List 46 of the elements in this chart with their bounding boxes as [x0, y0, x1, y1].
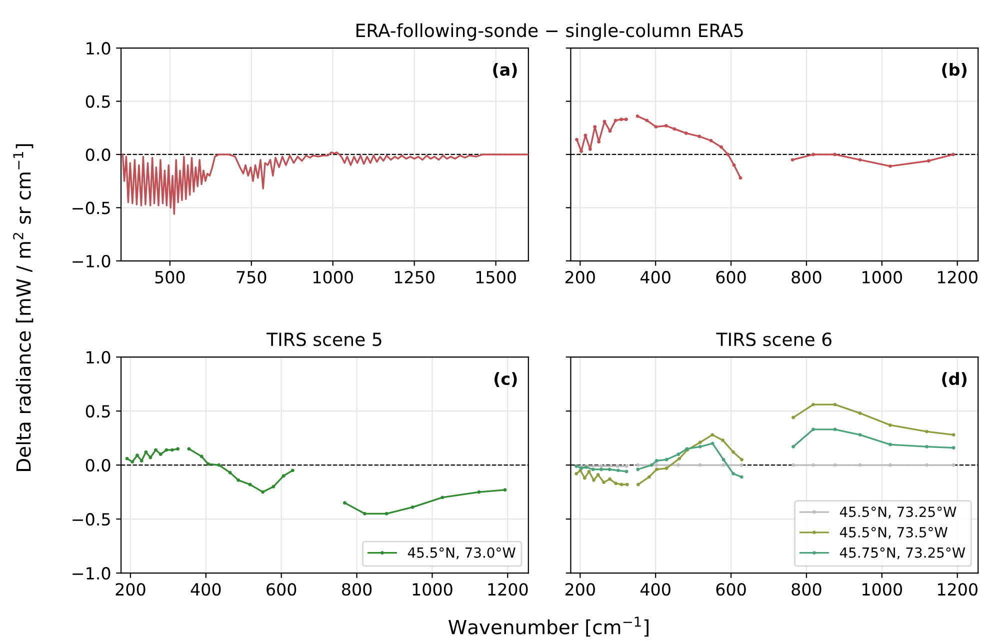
x-tick-label: 1000	[412, 583, 452, 596]
chart-title: TIRS scene 6	[716, 332, 832, 346]
x-tick-label: 500	[155, 270, 185, 284]
y-tick-label: 0.5	[86, 95, 110, 108]
y-tick-label: −0.5	[72, 513, 110, 526]
x-tick-label: 800	[792, 583, 822, 596]
y-tick-label: −0.5	[72, 202, 110, 214]
x-axis-title: Wavenumber [cm$^{−1}$]	[448, 616, 648, 637]
annotation: (d)	[942, 372, 966, 388]
legend-label: 45.5°N, 73.0°W	[408, 547, 516, 560]
x-tick-label: 800	[792, 270, 822, 284]
x-tick-label: 400	[640, 583, 670, 596]
y-tick-label: −1.0	[72, 567, 110, 580]
x-tick-label: 1500	[476, 270, 516, 284]
chart-title: TIRS scene 5	[266, 332, 382, 346]
x-tick-label: 1200	[488, 583, 528, 596]
x-tick-label: 400	[190, 583, 221, 596]
x-tick-label: 1200	[938, 270, 978, 284]
chart-title: ERA-following-sonde − single-column ERA5	[356, 23, 743, 41]
x-tick-label: 800	[342, 583, 372, 596]
y-tick-label: 0.5	[86, 405, 110, 418]
annotation: (b)	[942, 62, 966, 78]
legend-label: 45.5°N, 73.25°W	[840, 506, 956, 519]
x-tick-label: 200	[565, 583, 595, 596]
annotation: (c)	[494, 372, 517, 388]
x-tick-label: 1250	[394, 270, 434, 284]
x-tick-label: 1000	[862, 583, 902, 596]
x-tick-label: 600	[716, 583, 746, 596]
x-tick-label: 750	[236, 270, 266, 284]
x-tick-label: 600	[716, 270, 746, 284]
x-tick-label: 600	[266, 583, 296, 596]
x-tick-label: 1000	[862, 270, 902, 284]
annotation: (a)	[493, 62, 517, 78]
x-tick-label: 200	[565, 270, 595, 284]
x-tick-label: 400	[640, 270, 670, 284]
y-tick-label: −1.0	[72, 254, 110, 268]
x-tick-label: 1200	[938, 583, 978, 596]
legend-label: 45.75°N, 73.25°W	[840, 547, 966, 560]
x-tick-label: 200	[116, 583, 146, 596]
y-tick-label: 0.0	[86, 459, 110, 472]
y-tick-label: 1.0	[86, 42, 110, 55]
y-tick-label: 0.0	[86, 148, 110, 162]
legend-label: 45.5°N, 73.5°W	[840, 526, 948, 539]
y-axis-title: Delta radiance [mW / m$^{2}$ sr cm$^{−1}$]	[13, 144, 34, 471]
y-tick-label: 1.0	[86, 351, 110, 364]
x-tick-label: 1000	[313, 270, 353, 284]
